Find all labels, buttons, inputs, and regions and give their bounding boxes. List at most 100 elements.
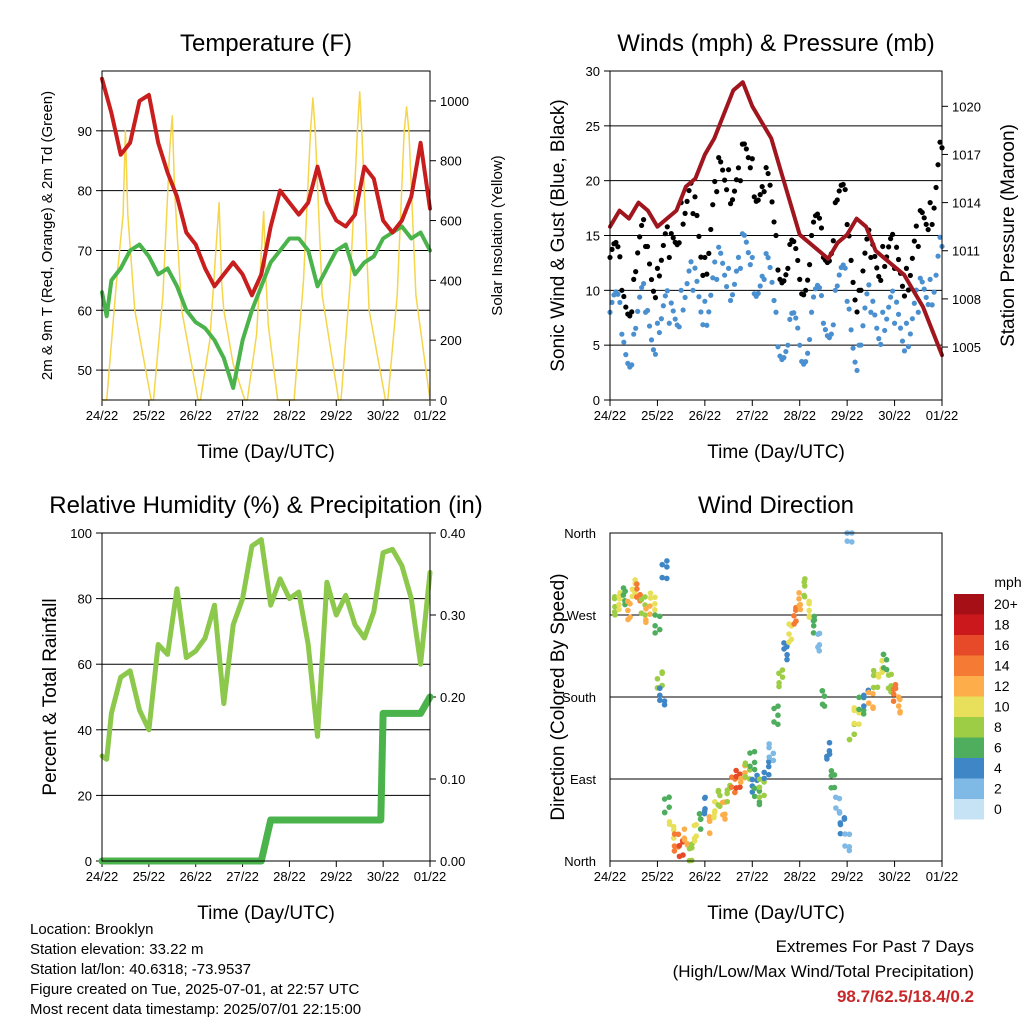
series-point-1 [816, 285, 823, 291]
series-point-0 [903, 265, 910, 271]
direction-point [656, 626, 663, 633]
series-point-0 [937, 139, 943, 145]
series-point-1 [769, 279, 775, 285]
direction-point [666, 821, 673, 828]
direction-point [875, 674, 882, 680]
x-tick-label: 27/22 [736, 408, 769, 423]
direction-point [870, 672, 877, 679]
series-point-1 [716, 244, 722, 250]
direction-point [652, 594, 658, 601]
series-point-1 [660, 303, 666, 309]
direction-point [851, 731, 858, 738]
series-point-0 [759, 184, 765, 190]
direction-point [828, 768, 835, 774]
direction-point [724, 790, 730, 797]
x-axis-label: Time (Day/UTC) [707, 903, 845, 924]
series-point-1 [888, 294, 894, 300]
series-point-1 [646, 323, 653, 329]
series-point-0 [923, 221, 929, 227]
legend-swatch [954, 799, 984, 820]
direction-point [815, 644, 821, 650]
series-point-0 [797, 276, 803, 282]
direction-point [751, 748, 758, 755]
direction-point [831, 772, 838, 778]
legend-swatch [954, 717, 984, 738]
series-point-1 [617, 299, 623, 306]
y-tick-label: 0 [85, 854, 92, 869]
direction-point [861, 694, 867, 700]
series-point-1 [680, 307, 686, 313]
series-point-0 [702, 254, 708, 261]
direction-point [806, 607, 813, 614]
series-point-1 [895, 311, 902, 317]
series-point-1 [670, 308, 676, 314]
series-point-0 [888, 236, 894, 242]
extremes-box: Extremes For Past 7 Days (High/Low/Max W… [673, 934, 974, 1009]
legend-label: 0 [994, 801, 1002, 817]
direction-point [706, 830, 713, 837]
y-axis-label: 2m & 9m T (Red, Orange) & 2m Td (Green) [39, 91, 56, 380]
series-point-1 [933, 272, 939, 278]
series-point-1 [650, 347, 657, 353]
direction-point [870, 691, 876, 697]
y-tick-label: 25 [586, 119, 600, 134]
direction-point [870, 684, 877, 691]
series-point-1 [842, 265, 848, 271]
y2-tick-label: 800 [440, 154, 462, 169]
x-tick-label: 25/22 [641, 869, 674, 884]
direction-point [659, 561, 666, 568]
direction-point [657, 692, 663, 699]
series-point-0 [698, 254, 704, 260]
series-point-1 [935, 253, 941, 259]
series-point-0 [933, 184, 939, 191]
series-point-1 [820, 320, 827, 326]
y2-tick-label: 0.00 [440, 854, 465, 869]
direction-point [756, 784, 763, 791]
series-point-0 [830, 238, 836, 244]
series-point-0 [816, 215, 823, 221]
series-point-0 [648, 276, 655, 283]
series-point-0 [658, 257, 664, 263]
direction-point [742, 760, 749, 766]
series-point-1 [729, 292, 736, 298]
series-point-1 [907, 331, 913, 337]
x-tick-label: 01/22 [414, 408, 447, 423]
direction-point [796, 602, 803, 609]
series-point-1 [797, 342, 803, 348]
series-point-0 [745, 154, 751, 161]
series-point-1 [834, 283, 840, 289]
direction-point [860, 711, 867, 717]
direction-point [629, 593, 636, 600]
direction-point [761, 792, 767, 799]
legend-swatch [954, 594, 984, 615]
series-point-0 [801, 292, 807, 298]
series-point-0 [769, 199, 775, 205]
plot-frame [609, 70, 943, 401]
direction-point [806, 613, 813, 619]
x-tick-label: 26/22 [689, 869, 722, 884]
direction-point [733, 767, 739, 774]
direction-point [657, 697, 663, 704]
series-line-2 [608, 80, 944, 358]
y2-tick-label: 600 [440, 214, 462, 229]
x-tick-label: 01/22 [926, 408, 959, 423]
series-point-1 [937, 234, 943, 240]
direction-point [715, 802, 722, 808]
series-point-1 [745, 250, 751, 256]
direction-point [766, 771, 772, 778]
direction-point [761, 775, 768, 782]
series-point-1 [763, 250, 769, 257]
direction-point [670, 823, 677, 830]
series-point-0 [925, 226, 931, 233]
x-tick-label: 25/22 [133, 869, 166, 884]
series-point-0 [803, 287, 809, 293]
winds-pressure-chart: Winds (mph) & Pressure (mb) 0 5 10 15 20 25 30 1… [548, 30, 1019, 463]
created-text: Figure created on Tue, 2025-07-01, at 22… [30, 981, 360, 998]
direction-point [837, 830, 844, 837]
series-point-0 [844, 221, 850, 228]
direction-point [828, 784, 835, 791]
series-point-0 [886, 244, 892, 250]
series-point-1 [852, 359, 858, 365]
series-point-1 [639, 284, 645, 291]
